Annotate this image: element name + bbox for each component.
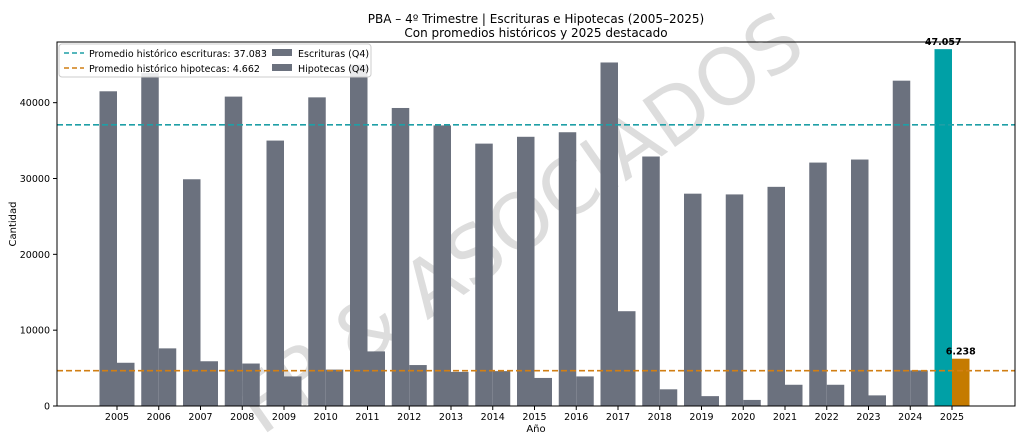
x-tick-label-2005: 2005 bbox=[105, 412, 129, 423]
x-tick-label-2008: 2008 bbox=[230, 412, 254, 423]
bar-escrituras-2016 bbox=[558, 132, 577, 407]
bar-hipotecas-2015 bbox=[534, 377, 552, 406]
bar-hipotecas-2022 bbox=[826, 384, 845, 406]
bar-hipotecas-2009 bbox=[284, 376, 302, 406]
chart-title: PBA – 4º Trimestre | Escrituras e Hipote… bbox=[368, 12, 704, 26]
bar-escrituras-2020 bbox=[725, 194, 744, 406]
bar-escrituras-2015 bbox=[517, 136, 535, 407]
x-tick-label-2015: 2015 bbox=[522, 412, 546, 423]
x-tick-label-2017: 2017 bbox=[606, 412, 630, 423]
bar-hipotecas-2017 bbox=[618, 311, 636, 406]
bar-hipotecas-2019 bbox=[701, 396, 719, 406]
y-tick-label: 20000 bbox=[20, 250, 50, 261]
bar-hipotecas-2023 bbox=[868, 395, 886, 406]
bar-escrituras-2019 bbox=[684, 193, 702, 406]
x-tick-label-2025: 2025 bbox=[940, 412, 964, 423]
bar-hipotecas-2010 bbox=[325, 369, 344, 406]
bar-escrituras-2006 bbox=[141, 73, 159, 406]
bar-hipotecas-2014 bbox=[492, 371, 511, 406]
bar-hipotecas-2020 bbox=[743, 399, 761, 406]
legend-label-escrituras: Escrituras (Q4) bbox=[298, 49, 369, 60]
x-tick-label-2024: 2024 bbox=[898, 412, 922, 423]
x-tick-label-2006: 2006 bbox=[147, 412, 171, 423]
y-axis: 0 10000 20000 30000 40000 bbox=[20, 98, 57, 413]
x-tick-label-2007: 2007 bbox=[188, 412, 212, 423]
bar-hipotecas-2018 bbox=[659, 389, 678, 406]
bar-escrituras-2023 bbox=[851, 159, 869, 406]
bar-hipotecas-2013 bbox=[451, 371, 469, 407]
bar-hipotecas-2007 bbox=[200, 361, 218, 406]
bar-escrituras-2017 bbox=[600, 62, 618, 406]
bar-hipotecas-2006 bbox=[158, 348, 177, 406]
bar-escrituras-2005 bbox=[99, 91, 117, 406]
bar-hipotecas-2005 bbox=[117, 362, 135, 406]
legend-swatch-escrituras bbox=[272, 49, 292, 56]
legend: Promedio histórico escrituras: 37.083 Pr… bbox=[58, 43, 372, 78]
y-tick-label: 40000 bbox=[20, 98, 50, 109]
chart-subtitle: Con promedios históricos y 2025 destacad… bbox=[404, 26, 667, 40]
bar-escrituras-2024 bbox=[892, 80, 911, 407]
legend-label-avg-hipotecas: Promedio histórico hipotecas: 4.662 bbox=[89, 64, 260, 75]
x-axis-label: Año bbox=[526, 424, 545, 435]
x-tick-label-2009: 2009 bbox=[272, 412, 296, 423]
bar-hipotecas-2011 bbox=[367, 351, 385, 406]
bar-escrituras-2018 bbox=[642, 156, 660, 406]
legend-label-hipotecas: Hipotecas (Q4) bbox=[298, 64, 369, 75]
annotation-escrituras-2025: 47.057 bbox=[925, 37, 962, 48]
bar-escrituras-2010 bbox=[308, 97, 326, 407]
x-tick-label-2010: 2010 bbox=[314, 412, 338, 423]
x-tick-label-2023: 2023 bbox=[856, 412, 880, 423]
bar-escrituras-2007 bbox=[183, 179, 201, 406]
bar-escrituras-2022 bbox=[809, 162, 827, 406]
bar-escrituras-2011 bbox=[350, 64, 368, 406]
bars-layer bbox=[99, 49, 970, 407]
x-tick-label-2011: 2011 bbox=[355, 412, 379, 423]
bar-escrituras-2021 bbox=[767, 186, 785, 406]
bar-hipotecas-2016 bbox=[576, 376, 594, 406]
bar-escrituras-2009 bbox=[266, 140, 284, 406]
annotations: 47.057 6.238 bbox=[925, 37, 976, 358]
x-tick-label-2013: 2013 bbox=[439, 412, 463, 423]
x-tick-label-2012: 2012 bbox=[397, 412, 421, 423]
bar-hipotecas-2012 bbox=[409, 365, 427, 406]
x-tick-label-2019: 2019 bbox=[689, 412, 713, 423]
y-tick-label: 10000 bbox=[20, 326, 50, 337]
y-axis-label: Cantidad bbox=[8, 202, 19, 247]
bar-hipotecas-2008 bbox=[242, 363, 260, 406]
x-tick-label-2014: 2014 bbox=[481, 412, 505, 423]
x-tick-label-2020: 2020 bbox=[731, 412, 755, 423]
bar-hipotecas-2025 bbox=[952, 358, 970, 406]
legend-frame bbox=[58, 43, 372, 78]
bar-escrituras-2014 bbox=[475, 143, 493, 406]
x-tick-label-2018: 2018 bbox=[648, 412, 672, 423]
reference-lines bbox=[57, 123, 1015, 372]
x-tick-label-2016: 2016 bbox=[564, 412, 588, 423]
x-tick-label-2022: 2022 bbox=[815, 412, 839, 423]
bar-escrituras-2025 bbox=[934, 49, 952, 407]
plot-frame bbox=[56, 41, 1016, 407]
bar-escrituras-2008 bbox=[224, 96, 243, 406]
x-tick-label-2021: 2021 bbox=[773, 412, 797, 423]
bar-hipotecas-2021 bbox=[785, 384, 803, 406]
annotation-hipotecas-2025: 6.238 bbox=[946, 347, 976, 358]
bar-escrituras-2013 bbox=[433, 125, 451, 407]
legend-swatch-hipotecas bbox=[272, 64, 292, 71]
legend-label-avg-escrituras: Promedio histórico escrituras: 37.083 bbox=[89, 49, 267, 60]
x-axis: 2005 2006 2007 2008 2009 2010 2011 2012 2013 2014… bbox=[105, 406, 964, 423]
y-tick-label: 30000 bbox=[20, 174, 50, 185]
bar-hipotecas-2024 bbox=[910, 370, 928, 406]
bar-escrituras-2012 bbox=[391, 107, 410, 406]
y-tick-label: 0 bbox=[44, 402, 50, 413]
